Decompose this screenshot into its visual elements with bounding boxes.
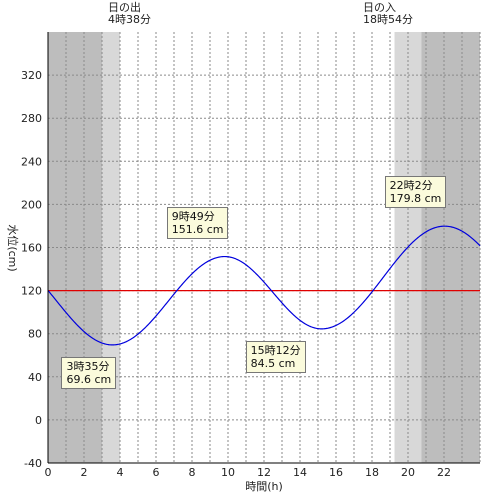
extremum-callout: 3時35分 69.6 cm [61, 356, 117, 389]
y-tick-label: -40 [24, 457, 42, 470]
y-tick-label: 80 [28, 328, 42, 341]
y-tick-label: 240 [21, 155, 42, 168]
x-tick-label: 16 [329, 466, 343, 479]
sunrise-annotation: 日の出 4時38分 [108, 2, 151, 26]
extremum-time: 15時12分 [250, 343, 301, 357]
x-tick-label: 20 [401, 466, 415, 479]
extremum-time: 22時2分 [389, 179, 433, 193]
x-tick-label: 2 [81, 466, 88, 479]
x-tick-label: 14 [293, 466, 307, 479]
y-tick-label: 160 [21, 242, 42, 255]
y-tick-label: 200 [21, 198, 42, 211]
y-tick-label: 280 [21, 112, 42, 125]
y-tick-label: 120 [21, 285, 42, 298]
x-tick-label: 12 [257, 466, 271, 479]
y-tick-label: 320 [21, 69, 42, 82]
y-tick-label: 0 [35, 414, 42, 427]
water-level-series [47, 225, 481, 346]
water-level-line [47, 225, 481, 346]
sunset-annotation: 日の入 18時54分 [363, 2, 413, 26]
extremum-level: 69.6 cm [66, 372, 112, 386]
sunrise-time: 4時38分 [108, 13, 151, 26]
extremum-time: 3時35分 [66, 359, 110, 373]
extremum-level: 179.8 cm [389, 192, 442, 206]
extremum-time: 9時49分 [171, 209, 215, 223]
extremum-level: 151.6 cm [171, 222, 224, 236]
x-axis-label: 時間(h) [245, 480, 283, 493]
x-tick-label: 0 [45, 466, 52, 479]
sunset-time: 18時54分 [363, 13, 413, 26]
sunset-label: 日の入 [363, 1, 396, 14]
tick-labels: 0 2 4 6 8 10 12 14 16 18 20 22-40040801201602002402… [21, 69, 451, 479]
x-tick-label: 8 [189, 466, 196, 479]
x-tick-label: 18 [365, 466, 379, 479]
x-tick-label: 4 [117, 466, 124, 479]
sunrise-label: 日の出 [108, 1, 141, 14]
x-tick-label: 10 [221, 466, 235, 479]
y-axis-label: 水位(cm) [6, 224, 20, 271]
extremum-level: 84.5 cm [250, 356, 296, 370]
axes [47, 32, 480, 464]
x-tick-label: 6 [153, 466, 160, 479]
extremum-callout: 15時12分 84.5 cm [245, 340, 306, 373]
extremum-callout: 9時49分 151.6 cm [166, 206, 229, 239]
x-tick-label: 22 [437, 466, 451, 479]
y-tick-label: 40 [28, 371, 42, 384]
extremum-callout: 22時2分 179.8 cm [384, 176, 447, 209]
